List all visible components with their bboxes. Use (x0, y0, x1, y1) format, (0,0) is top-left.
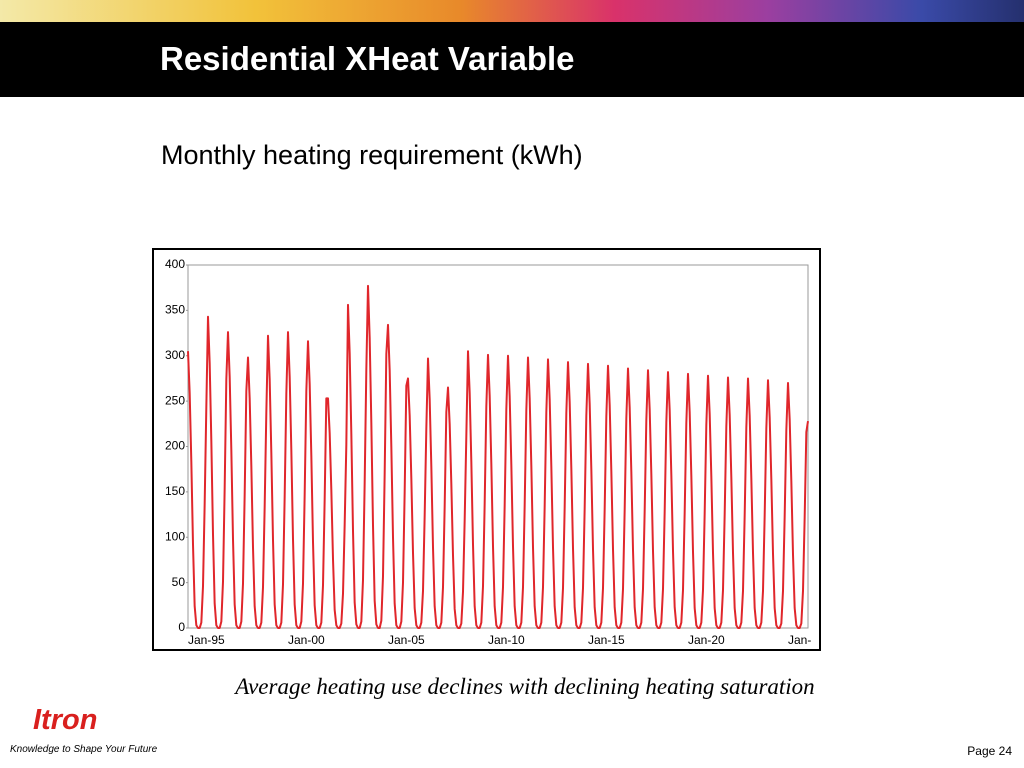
y-tick-label: 300 (165, 348, 185, 362)
x-tick-label: Jan- (788, 633, 811, 647)
y-tick-label: 250 (165, 393, 185, 407)
y-tick-label: 200 (165, 439, 185, 453)
y-tick-label: 150 (165, 484, 185, 498)
x-tick-label: Jan-00 (288, 633, 325, 647)
title-bar (0, 0, 1024, 97)
x-tick-label: Jan-95 (188, 633, 225, 647)
y-tick-label: 100 (165, 529, 185, 543)
y-tick-label: 350 (165, 303, 185, 317)
data-line (187, 284, 809, 629)
y-tick-label: 50 (172, 575, 186, 589)
annotation: Average heating use declines with declin… (235, 674, 815, 699)
y-tick-label: 400 (165, 257, 185, 271)
chart-title: Monthly heating requirement (kWh) (161, 140, 583, 170)
page-number: Page 24 (967, 744, 1012, 758)
y-tick-label: 0 (178, 620, 185, 634)
x-tick-label: Jan-15 (588, 633, 625, 647)
tagline: Knowledge to Shape Your Future (10, 744, 158, 755)
slide-title: Residential XHeat Variable (160, 40, 575, 77)
banner-strip (0, 0, 1024, 22)
x-tick-label: Jan-05 (388, 633, 425, 647)
logo: Itron (33, 704, 98, 736)
x-tick-label: Jan-20 (688, 633, 725, 647)
x-tick-label: Jan-10 (488, 633, 525, 647)
